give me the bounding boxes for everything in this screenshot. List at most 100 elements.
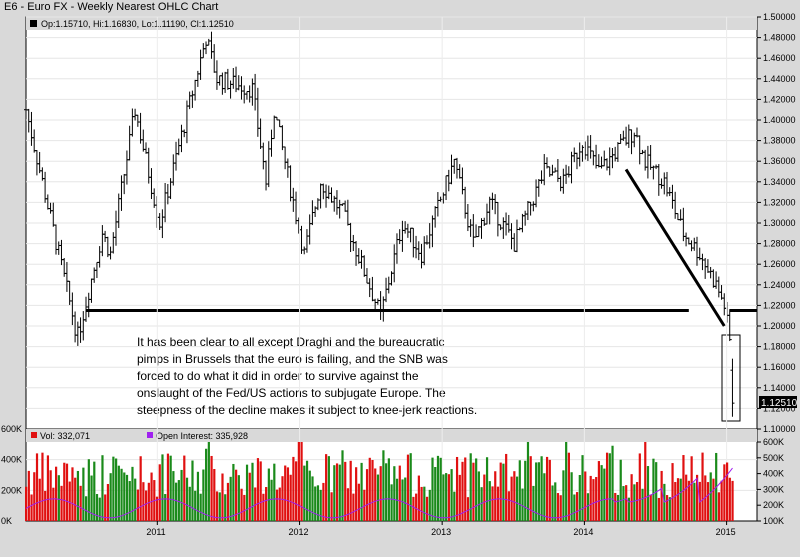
volume-bar [431, 457, 434, 521]
volume-bar [278, 487, 281, 521]
volume-bar [243, 494, 246, 521]
volume-bar [717, 492, 721, 521]
volume-bar [368, 457, 371, 521]
volume-bar [131, 466, 134, 521]
volume-bar [731, 480, 734, 521]
volume-bar [483, 474, 486, 521]
volume-bar [150, 472, 153, 521]
volume-bar [357, 483, 360, 521]
volume-bar [379, 466, 382, 521]
volume-bar [480, 487, 483, 521]
volume-bar [469, 453, 472, 521]
volume-bar [164, 494, 167, 521]
volume-bar [393, 466, 396, 521]
volume-bar [327, 456, 330, 521]
volume-bar [259, 461, 262, 521]
volume-bar [265, 487, 268, 521]
volume-bar [355, 467, 358, 521]
volume-y-tick-left: 200K [1, 485, 22, 495]
volume-bar [98, 497, 101, 521]
volume-bar [297, 442, 300, 521]
volume-bar [221, 473, 224, 521]
volume-bar [68, 481, 71, 521]
volume-bar [565, 442, 568, 521]
volume-bar [49, 470, 52, 521]
volume-bar [608, 453, 611, 521]
last-price-label: 1.12510 [761, 398, 798, 409]
volume-bar [404, 477, 407, 521]
ohlc-bars [24, 31, 735, 417]
volume-bar [52, 487, 55, 521]
volume-bar [605, 452, 609, 521]
volume-bar [85, 496, 88, 521]
volume-bar [292, 456, 295, 521]
last-price-box [759, 396, 797, 408]
volume-bar [633, 484, 636, 521]
volume-bar [709, 472, 712, 521]
volume-bar [627, 497, 631, 521]
volume-bar [303, 465, 306, 521]
volume-bar [139, 456, 142, 521]
volume-bar [526, 442, 530, 521]
volume-bar [210, 455, 213, 521]
volume-bars [25, 442, 734, 521]
volume-bar [521, 488, 524, 521]
volume-bar [325, 454, 328, 521]
volume-bar [38, 478, 41, 521]
annotation-text: It has been clear to all except Draghi a… [137, 335, 477, 417]
volume-bar [44, 490, 47, 521]
volume-bar [254, 487, 257, 521]
volume-bar [420, 486, 423, 521]
volume-bar [409, 453, 412, 521]
volume-bar [346, 488, 350, 521]
volume-bar [316, 485, 320, 521]
volume-bar [559, 495, 562, 521]
volume-bar [93, 461, 96, 521]
volume-bar [529, 456, 532, 521]
x-tick-label: 2015 [716, 527, 736, 537]
volume-legend: Vol: 332,071 [40, 431, 90, 441]
annotation-line: onslaught of the Fed/US actions to subju… [137, 386, 446, 400]
volume-bar [685, 474, 688, 521]
volume-bar [445, 473, 448, 521]
volume-bar [215, 491, 219, 521]
volume-bar [120, 468, 123, 521]
volume-bar [616, 494, 620, 521]
volume-bar [461, 461, 464, 521]
volume-bar [545, 456, 549, 521]
volume-y-tick-right: 100K [763, 516, 784, 526]
y-tick-label: 1.26000 [763, 259, 796, 269]
volume-bar [415, 493, 418, 521]
volume-bar [728, 477, 731, 521]
volume-bar [671, 463, 674, 521]
y-tick-label: 1.20000 [763, 321, 796, 331]
volume-bar [169, 455, 172, 521]
volume-bar [90, 475, 93, 521]
volume-bar [196, 471, 200, 521]
volume-y-axis-left: 600K 400K 200K 0K [1, 424, 22, 526]
volume-bar [63, 462, 66, 521]
volume-bar [551, 485, 554, 521]
y-tick-label: 1.14000 [763, 383, 796, 393]
volume-y-tick-right: 300K [763, 484, 784, 494]
volume-bar [611, 445, 614, 521]
volume-bar [398, 465, 401, 521]
volume-bar [518, 460, 521, 521]
volume-bar [281, 476, 284, 521]
volume-bar [695, 474, 699, 521]
volume-bar [425, 496, 429, 521]
volume-bar [464, 457, 467, 521]
volume-bar [466, 497, 470, 521]
volume-bar [341, 450, 344, 521]
volume-bar [275, 489, 279, 521]
oi-legend-swatch [147, 432, 153, 438]
volume-bar [390, 484, 393, 521]
x-tick-label: 2012 [289, 527, 309, 537]
x-axis: 2011 2012 2013 2014 2015 [146, 521, 736, 537]
annotation-line: It has been clear to all except Draghi a… [137, 335, 445, 349]
volume-bar [423, 486, 426, 521]
volume-bar [229, 476, 232, 521]
volume-bar [570, 472, 573, 521]
volume-bar [305, 460, 309, 521]
volume-bar [589, 475, 592, 521]
